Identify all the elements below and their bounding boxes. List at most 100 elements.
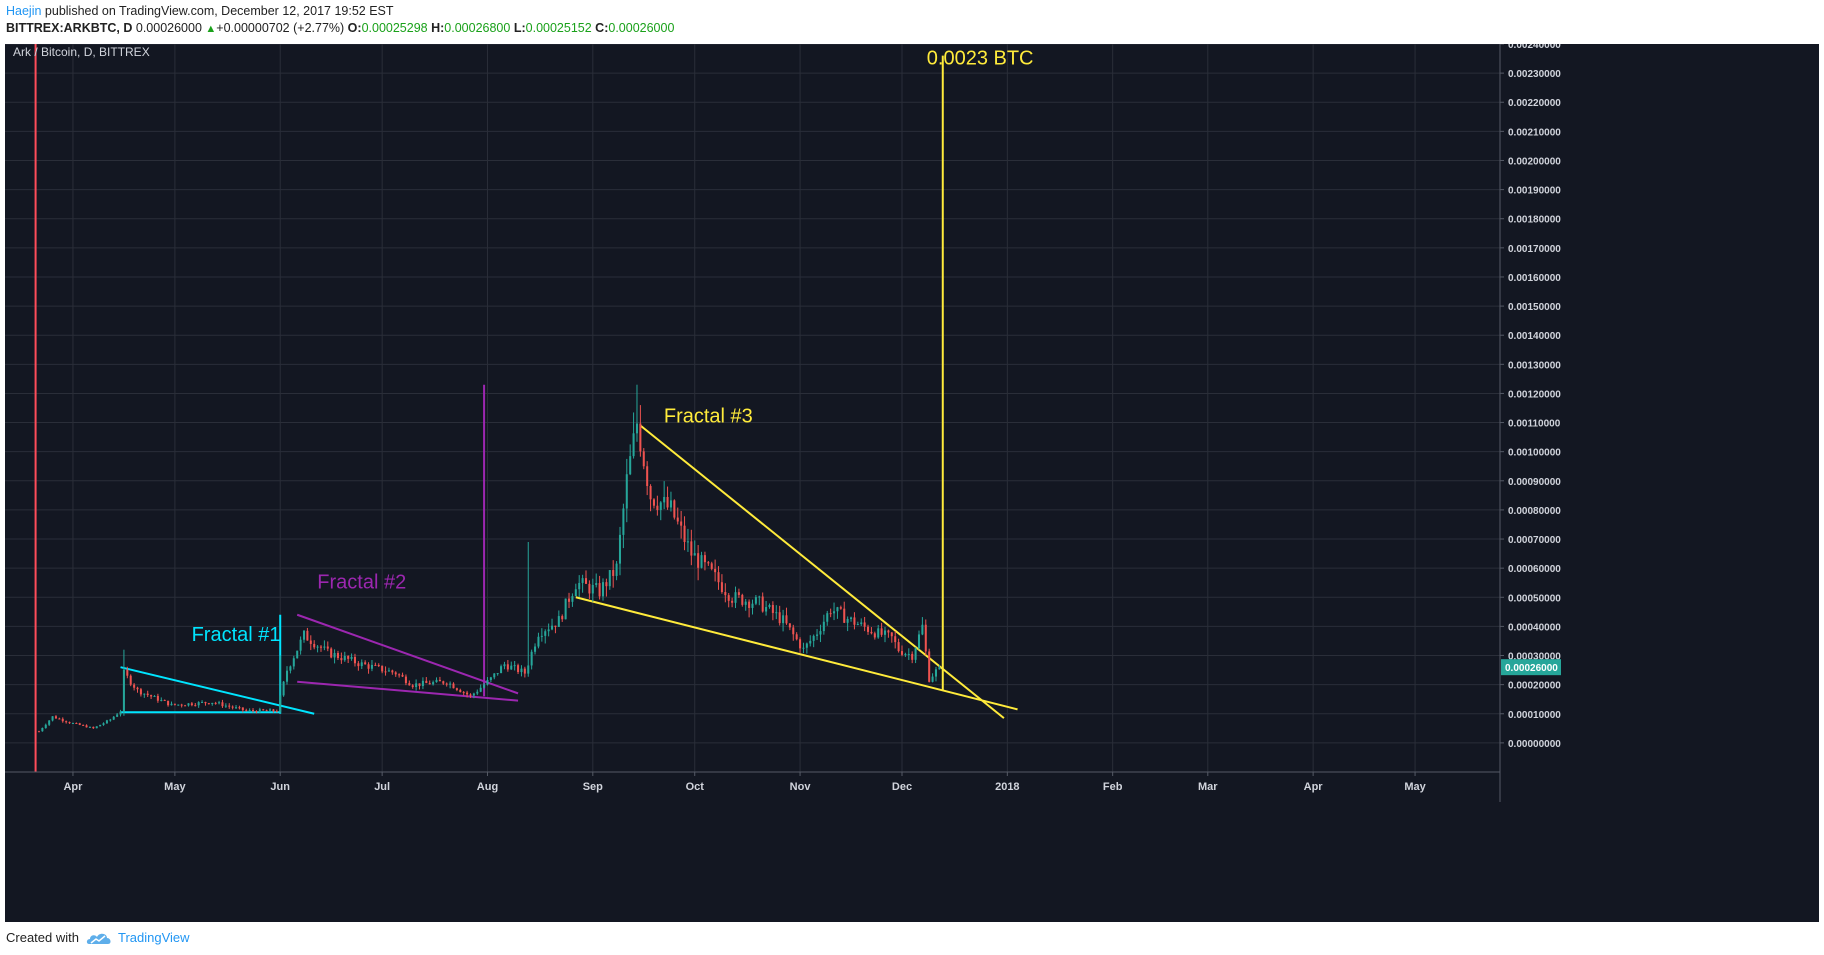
candle-body bbox=[61, 718, 64, 722]
candle-body bbox=[41, 727, 44, 732]
candle-body bbox=[184, 705, 187, 707]
candle-body bbox=[493, 673, 496, 678]
candle-body bbox=[459, 689, 462, 693]
candle-body bbox=[649, 485, 652, 500]
candle-body bbox=[788, 623, 791, 628]
x-tick-label: Aug bbox=[477, 781, 498, 793]
author-link[interactable]: Haejin bbox=[6, 4, 42, 18]
candle-body bbox=[336, 652, 339, 659]
candle-body bbox=[265, 710, 268, 712]
candle-body bbox=[561, 616, 564, 620]
y-tick-label: 0.00180000 bbox=[1508, 215, 1561, 226]
candle-body bbox=[778, 612, 781, 624]
candle-body bbox=[319, 646, 323, 648]
annotation-label: 0.0023 BTC bbox=[927, 47, 1034, 69]
candle-body bbox=[877, 628, 880, 638]
annotation-label: Fractal #2 bbox=[317, 572, 406, 594]
candle-body bbox=[537, 636, 540, 647]
candle-body bbox=[455, 688, 458, 690]
candle-body bbox=[924, 624, 927, 652]
candle-body bbox=[680, 521, 683, 526]
candle-body bbox=[744, 601, 747, 605]
candle-body bbox=[856, 624, 859, 626]
candle-body bbox=[907, 653, 910, 655]
candle-body bbox=[449, 683, 452, 685]
candle-body bbox=[894, 636, 897, 643]
candle-body bbox=[601, 582, 605, 597]
chart-pane[interactable]: Fractal #1 Fractal #2 Fractal #3 0.0023 BTC… bbox=[5, 44, 1819, 922]
trend-line bbox=[297, 680, 519, 702]
candle-body bbox=[370, 664, 373, 669]
candle-body bbox=[938, 667, 941, 670]
candle-body bbox=[187, 703, 190, 706]
candle-body bbox=[133, 684, 136, 688]
tradingview-link[interactable]: TradingView bbox=[118, 930, 190, 945]
candle-body bbox=[289, 666, 292, 671]
candle-body bbox=[252, 710, 255, 712]
high-value: 0.00026800 bbox=[444, 21, 511, 35]
candle-body bbox=[554, 625, 557, 627]
candle-body bbox=[391, 670, 394, 673]
y-tick-label: 0.00240000 bbox=[1508, 44, 1561, 51]
candle-body bbox=[207, 703, 210, 705]
price-chart[interactable]: Fractal #1 Fractal #2 Fractal #3 0.0023 BTC… bbox=[5, 44, 1819, 922]
candle-body bbox=[343, 655, 346, 661]
y-tick-label: 0.00080000 bbox=[1508, 506, 1561, 517]
x-tick-label: Feb bbox=[1103, 781, 1123, 793]
y-tick-label: 0.00220000 bbox=[1508, 98, 1561, 109]
candle-body bbox=[48, 720, 51, 725]
candle-body bbox=[218, 702, 221, 704]
candle-body bbox=[646, 466, 649, 486]
annotation-lines bbox=[34, 44, 1018, 772]
candle-body bbox=[269, 709, 272, 711]
candle-body bbox=[564, 598, 567, 620]
candle-body bbox=[211, 702, 214, 705]
candle-body bbox=[768, 605, 771, 608]
candle-body bbox=[795, 634, 798, 640]
candle-body bbox=[612, 570, 615, 576]
candle-body bbox=[173, 703, 176, 705]
candle-body bbox=[714, 568, 717, 573]
candle-body bbox=[384, 671, 387, 673]
candle-body bbox=[231, 706, 234, 708]
y-tick-label: 0.00170000 bbox=[1508, 244, 1561, 255]
candle-body bbox=[513, 665, 516, 667]
candle-body bbox=[418, 683, 421, 687]
candle-body bbox=[180, 704, 183, 706]
candle-body bbox=[177, 704, 180, 706]
candle-body bbox=[476, 691, 479, 694]
candle-body bbox=[221, 702, 224, 707]
y-tick-label: 0.00060000 bbox=[1508, 564, 1561, 575]
candle-body bbox=[822, 621, 825, 632]
candle-body bbox=[690, 541, 693, 556]
candle-body bbox=[615, 563, 618, 576]
candle-body bbox=[731, 600, 734, 603]
candle-body bbox=[136, 687, 139, 690]
candle-body bbox=[578, 582, 581, 590]
candle-body bbox=[737, 592, 740, 595]
candle-body bbox=[285, 670, 289, 682]
candle-body bbox=[224, 705, 227, 707]
x-tick-label: Dec bbox=[892, 781, 912, 793]
candle-body bbox=[618, 534, 622, 564]
candle-body bbox=[754, 597, 757, 604]
candle-body bbox=[883, 630, 887, 635]
tradingview-cloud-icon[interactable] bbox=[86, 931, 112, 945]
candle-body bbox=[697, 553, 700, 568]
candle-body bbox=[279, 695, 282, 712]
candle-body bbox=[799, 639, 802, 649]
candle-body bbox=[313, 643, 316, 648]
candle-body bbox=[663, 496, 666, 503]
high-label: H: bbox=[431, 21, 445, 35]
candle-body bbox=[751, 603, 754, 608]
candle-body bbox=[557, 616, 560, 627]
candle-body bbox=[262, 709, 265, 711]
candle-body bbox=[143, 693, 146, 695]
candle-body bbox=[357, 663, 360, 667]
candle-body bbox=[411, 685, 414, 688]
candle-body bbox=[483, 684, 486, 688]
candle-body bbox=[374, 664, 377, 666]
candle-body bbox=[78, 723, 81, 725]
trend-line bbox=[120, 666, 315, 715]
candle-body bbox=[588, 583, 591, 594]
